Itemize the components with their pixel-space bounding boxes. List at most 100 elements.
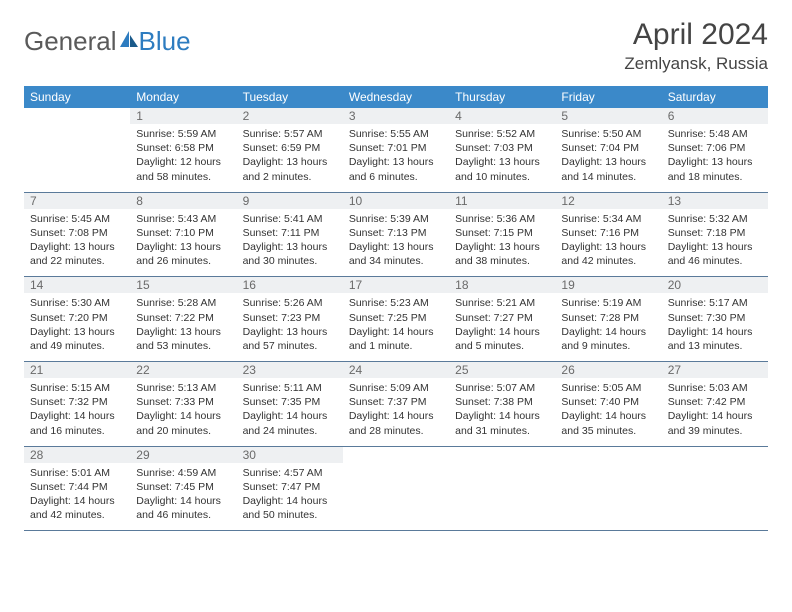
day-cell: 30 Sunrise: 4:57 AMSunset: 7:47 PMDayligh… <box>237 447 343 531</box>
day-number: 30 <box>237 447 343 463</box>
day-number: 25 <box>449 362 555 378</box>
day-cell: 28Sunrise: 5:01 AMSunset: 7:44 PMDayligh… <box>24 447 130 531</box>
day-cell: 24 Sunrise: 5:09 AMSunset: 7:37 PMDayligh… <box>343 362 449 446</box>
day-text: Sunrise: 5:55 AMSunset: 7:01 PMDaylight:… <box>349 127 443 184</box>
day-text: Sunrise: 5:43 AMSunset: 7:10 PMDaylight:… <box>136 212 230 269</box>
week-row: 21Sunrise: 5:15 AMSunset: 7:32 PMDayligh… <box>24 362 768 447</box>
day-cell: 4Sunrise: 5:52 AMSunset: 7:03 PMDaylight… <box>449 108 555 192</box>
day-text: Sunrise: 5:48 AMSunset: 7:06 PMDaylight:… <box>668 127 762 184</box>
logo: General Blue <box>24 18 191 59</box>
day-number: 9 <box>237 193 343 209</box>
page-header: General Blue April 2024 Zemlyansk, Russi… <box>24 18 768 74</box>
day-of-week-header: SundayMondayTuesdayWednesdayThursdayFrid… <box>24 86 768 108</box>
calendar-page: General Blue April 2024 Zemlyansk, Russi… <box>0 0 792 555</box>
logo-text-a: General <box>24 26 117 57</box>
dow-cell: Wednesday <box>343 86 449 108</box>
day-number: 6 <box>662 108 768 124</box>
logo-sail-icon <box>119 24 139 55</box>
day-cell: 21Sunrise: 5:15 AMSunset: 7:32 PMDayligh… <box>24 362 130 446</box>
day-cell: 9 Sunrise: 5:41 AMSunset: 7:11 PMDaylight… <box>237 193 343 277</box>
day-text: Sunrise: 5:19 AMSunset: 7:28 PMDaylight:… <box>561 296 655 353</box>
day-cell: 1Sunrise: 5:59 AMSunset: 6:58 PMDaylight… <box>130 108 236 192</box>
dow-cell: Saturday <box>662 86 768 108</box>
day-number: 5 <box>555 108 661 124</box>
day-text: Sunrise: 5:07 AMSunset: 7:38 PMDaylight:… <box>455 381 549 438</box>
dow-cell: Thursday <box>449 86 555 108</box>
day-number: 22 <box>130 362 236 378</box>
day-cell: 16Sunrise: 5:26 AMSunset: 7:23 PMDayligh… <box>237 277 343 361</box>
week-row: 1Sunrise: 5:59 AMSunset: 6:58 PMDaylight… <box>24 108 768 193</box>
day-text: Sunrise: 5:36 AMSunset: 7:15 PMDaylight:… <box>455 212 549 269</box>
day-number: 26 <box>555 362 661 378</box>
day-cell: 11 Sunrise: 5:36 AMSunset: 7:15 PMDayligh… <box>449 193 555 277</box>
day-cell <box>555 447 661 531</box>
day-cell <box>662 447 768 531</box>
day-cell <box>449 447 555 531</box>
day-cell: 18 Sunrise: 5:21 AMSunset: 7:27 PMDayligh… <box>449 277 555 361</box>
day-text: Sunrise: 5:03 AMSunset: 7:42 PMDaylight:… <box>668 381 762 438</box>
day-text: Sunrise: 5:41 AMSunset: 7:11 PMDaylight:… <box>243 212 337 269</box>
day-number: 19 <box>555 277 661 293</box>
day-number: 11 <box>449 193 555 209</box>
week-row: 7 Sunrise: 5:45 AMSunset: 7:08 PMDaylight… <box>24 193 768 278</box>
day-number: 15 <box>130 277 236 293</box>
day-cell: 3 Sunrise: 5:55 AMSunset: 7:01 PMDaylight… <box>343 108 449 192</box>
day-text: Sunrise: 5:11 AMSunset: 7:35 PMDaylight:… <box>243 381 337 438</box>
day-number: 24 <box>343 362 449 378</box>
day-number: 23 <box>237 362 343 378</box>
title-block: April 2024 Zemlyansk, Russia <box>624 18 768 74</box>
day-cell: 20 Sunrise: 5:17 AMSunset: 7:30 PMDayligh… <box>662 277 768 361</box>
day-cell: 27 Sunrise: 5:03 AMSunset: 7:42 PMDayligh… <box>662 362 768 446</box>
day-cell: 12Sunrise: 5:34 AMSunset: 7:16 PMDayligh… <box>555 193 661 277</box>
day-cell: 10Sunrise: 5:39 AMSunset: 7:13 PMDayligh… <box>343 193 449 277</box>
day-text: Sunrise: 5:26 AMSunset: 7:23 PMDaylight:… <box>243 296 337 353</box>
day-cell: 22 Sunrise: 5:13 AMSunset: 7:33 PMDayligh… <box>130 362 236 446</box>
day-text: Sunrise: 5:13 AMSunset: 7:33 PMDaylight:… <box>136 381 230 438</box>
day-cell: 14Sunrise: 5:30 AMSunset: 7:20 PMDayligh… <box>24 277 130 361</box>
day-cell: 6 Sunrise: 5:48 AMSunset: 7:06 PMDaylight… <box>662 108 768 192</box>
day-number: 10 <box>343 193 449 209</box>
day-text: Sunrise: 5:32 AMSunset: 7:18 PMDaylight:… <box>668 212 762 269</box>
day-cell: 13 Sunrise: 5:32 AMSunset: 7:18 PMDayligh… <box>662 193 768 277</box>
day-cell: 8 Sunrise: 5:43 AMSunset: 7:10 PMDaylight… <box>130 193 236 277</box>
day-number: 2 <box>237 108 343 124</box>
day-text: Sunrise: 5:05 AMSunset: 7:40 PMDaylight:… <box>561 381 655 438</box>
day-number: 8 <box>130 193 236 209</box>
weeks-container: 1Sunrise: 5:59 AMSunset: 6:58 PMDaylight… <box>24 108 768 531</box>
day-cell: 2 Sunrise: 5:57 AMSunset: 6:59 PMDaylight… <box>237 108 343 192</box>
week-row: 14Sunrise: 5:30 AMSunset: 7:20 PMDayligh… <box>24 277 768 362</box>
day-cell: 19 Sunrise: 5:19 AMSunset: 7:28 PMDayligh… <box>555 277 661 361</box>
day-text: Sunrise: 5:01 AMSunset: 7:44 PMDaylight:… <box>30 466 124 523</box>
day-text: Sunrise: 5:30 AMSunset: 7:20 PMDaylight:… <box>30 296 124 353</box>
day-text: Sunrise: 5:50 AMSunset: 7:04 PMDaylight:… <box>561 127 655 184</box>
day-text: Sunrise: 4:59 AMSunset: 7:45 PMDaylight:… <box>136 466 230 523</box>
day-cell: 7 Sunrise: 5:45 AMSunset: 7:08 PMDaylight… <box>24 193 130 277</box>
dow-cell: Friday <box>555 86 661 108</box>
day-text: Sunrise: 5:57 AMSunset: 6:59 PMDaylight:… <box>243 127 337 184</box>
day-text: Sunrise: 5:15 AMSunset: 7:32 PMDaylight:… <box>30 381 124 438</box>
day-cell: 5 Sunrise: 5:50 AMSunset: 7:04 PMDaylight… <box>555 108 661 192</box>
day-text: Sunrise: 5:34 AMSunset: 7:16 PMDaylight:… <box>561 212 655 269</box>
day-text: Sunrise: 5:17 AMSunset: 7:30 PMDaylight:… <box>668 296 762 353</box>
day-text: Sunrise: 5:45 AMSunset: 7:08 PMDaylight:… <box>30 212 124 269</box>
day-text: Sunrise: 5:23 AMSunset: 7:25 PMDaylight:… <box>349 296 443 353</box>
day-number: 1 <box>130 108 236 124</box>
day-number: 29 <box>130 447 236 463</box>
day-text: Sunrise: 5:21 AMSunset: 7:27 PMDaylight:… <box>455 296 549 353</box>
day-cell: 15Sunrise: 5:28 AMSunset: 7:22 PMDayligh… <box>130 277 236 361</box>
day-number: 20 <box>662 277 768 293</box>
day-cell: 25 Sunrise: 5:07 AMSunset: 7:38 PMDayligh… <box>449 362 555 446</box>
day-number: 27 <box>662 362 768 378</box>
day-cell: 23 Sunrise: 5:11 AMSunset: 7:35 PMDayligh… <box>237 362 343 446</box>
day-number: 18 <box>449 277 555 293</box>
day-text: Sunrise: 4:57 AMSunset: 7:47 PMDaylight:… <box>243 466 337 523</box>
day-text: Sunrise: 5:09 AMSunset: 7:37 PMDaylight:… <box>349 381 443 438</box>
day-number: 13 <box>662 193 768 209</box>
day-number: 7 <box>24 193 130 209</box>
day-number: 4 <box>449 108 555 124</box>
day-cell: 26 Sunrise: 5:05 AMSunset: 7:40 PMDayligh… <box>555 362 661 446</box>
logo-text-b: Blue <box>139 26 191 57</box>
dow-cell: Monday <box>130 86 236 108</box>
day-cell <box>343 447 449 531</box>
day-number: 3 <box>343 108 449 124</box>
